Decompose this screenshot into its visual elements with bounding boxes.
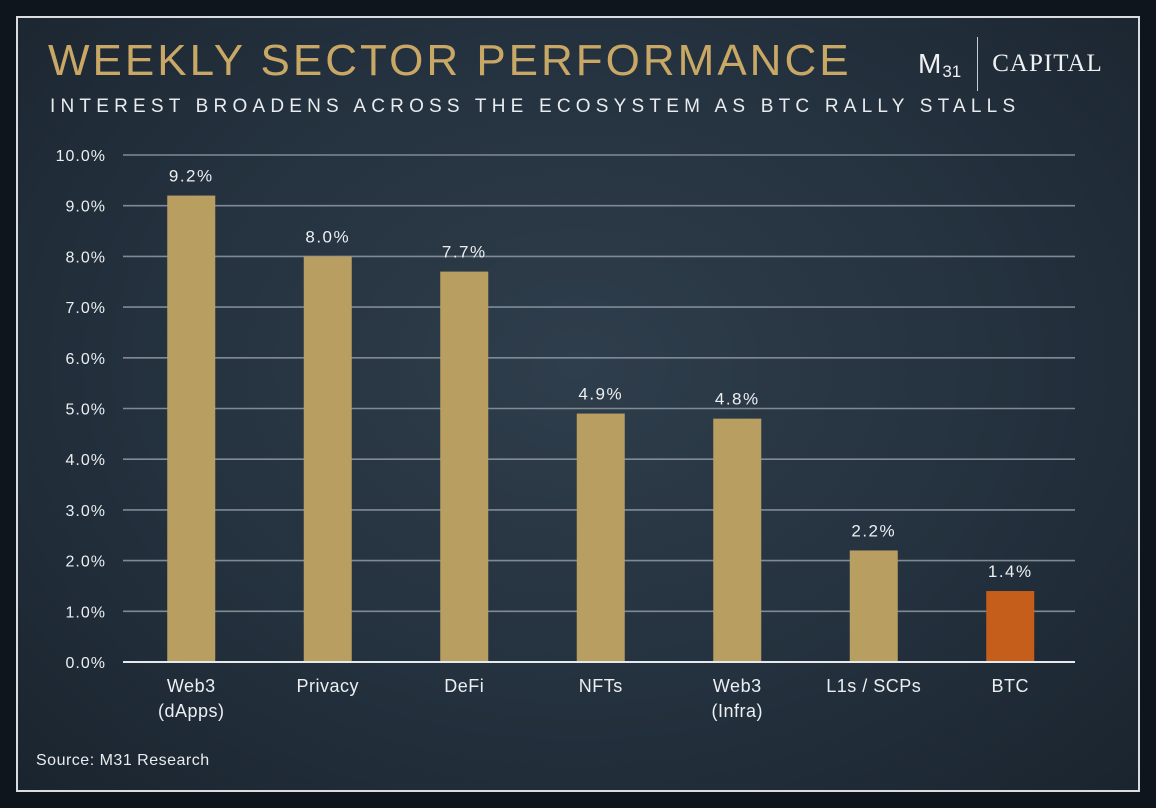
data-label: 8.0% [305,227,350,246]
category-label: DeFi [444,676,484,696]
y-tick-label: 0.0% [66,655,106,672]
y-tick-label: 2.0% [66,554,106,571]
chart-title: WEEKLY SECTOR PERFORMANCE [48,36,852,85]
data-label: 4.8% [715,390,760,409]
bar [986,591,1035,662]
data-labels: 9.2% 8.0% 7.7% 4.9% 4.8% 2.2% 1.4% [169,167,1033,581]
logo-mark: M [918,48,942,79]
y-tick-label: 9.0% [66,199,106,216]
bar [849,550,898,662]
data-label: 2.2% [851,521,896,540]
source-note: Source: M31 Research [36,752,210,769]
data-label: 7.7% [442,243,487,262]
chart-subtitle: INTEREST BROADENS ACROSS THE ECOSYSTEM A… [50,96,1021,117]
x-axis-category-labels: Web3 (dApps) Privacy DeFi NFTs Web3 (Infra) L1s… [158,676,1029,721]
data-label: 9.2% [169,167,214,186]
category-label: BTC [992,676,1030,696]
data-label: 4.9% [578,385,623,404]
y-tick-label: 10.0% [56,148,106,165]
y-tick-label: 4.0% [66,452,106,469]
category-label: Privacy [296,676,359,696]
bar-chart: 0.0% 1.0% 2.0% 3.0% 4.0% 5.0% 6.0% 7.0% 8.0% 9.0%… [56,148,1075,721]
y-tick-label: 7.0% [66,300,106,317]
y-tick-label: 3.0% [66,503,106,520]
m31-capital-logo: M 31 CAPITAL [918,36,1103,92]
category-label: Web3 (dApps) [158,676,225,721]
bar [167,195,216,662]
bars [167,195,1035,662]
category-label: Web3 (Infra) [711,676,763,721]
category-label: NFTs [579,676,623,696]
y-tick-label: 1.0% [66,604,106,621]
y-tick-label: 6.0% [66,351,106,368]
bar [303,256,352,662]
y-tick-label: 8.0% [66,249,106,266]
bar [440,271,489,662]
y-axis-tick-labels: 0.0% 1.0% 2.0% 3.0% 4.0% 5.0% 6.0% 7.0% 8.0% 9.0%… [56,148,106,672]
category-label: L1s / SCPs [826,676,921,696]
data-label: 1.4% [988,562,1033,581]
logo-wordmark: CAPITAL [992,50,1103,77]
bar [713,418,762,662]
logo-mark-subscript: 31 [942,62,962,81]
logo-divider [977,37,979,91]
bar [576,413,625,662]
y-tick-label: 5.0% [66,402,106,419]
chart-panel: WEEKLY SECTOR PERFORMANCE INTEREST BROAD… [16,16,1140,792]
